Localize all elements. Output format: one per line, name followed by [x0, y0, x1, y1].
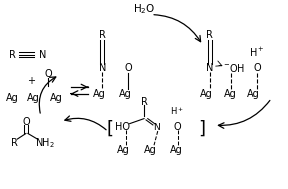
Text: N: N — [206, 64, 214, 74]
Text: Ag: Ag — [247, 89, 260, 99]
Text: Ag: Ag — [170, 145, 183, 155]
Text: $^{-}$OH: $^{-}$OH — [223, 62, 245, 74]
Text: Ag: Ag — [144, 145, 157, 155]
Text: O: O — [44, 69, 52, 79]
Text: H$^+$: H$^+$ — [249, 46, 265, 59]
Text: O: O — [124, 64, 132, 74]
Text: Ag: Ag — [93, 89, 106, 99]
Text: Ag: Ag — [50, 93, 63, 103]
Text: +: + — [27, 77, 35, 87]
Text: HO: HO — [115, 122, 130, 132]
Text: ]: ] — [198, 120, 205, 138]
Text: H$^+$: H$^+$ — [170, 105, 184, 117]
Text: N: N — [154, 123, 160, 132]
Text: R: R — [11, 138, 18, 148]
Text: O: O — [253, 64, 261, 74]
Text: N: N — [39, 50, 46, 60]
Text: R: R — [9, 50, 16, 60]
Text: R: R — [99, 30, 106, 40]
Text: Ag: Ag — [119, 89, 132, 99]
Text: O: O — [173, 122, 181, 132]
Text: [: [ — [107, 120, 114, 138]
Text: R: R — [206, 30, 213, 40]
Text: Ag: Ag — [117, 145, 130, 155]
Text: Ag: Ag — [200, 89, 213, 99]
Text: NH$_2$: NH$_2$ — [35, 136, 55, 150]
Text: H$_2$O: H$_2$O — [133, 2, 155, 16]
Text: N: N — [99, 64, 106, 74]
Text: Ag: Ag — [6, 93, 18, 103]
Text: O: O — [23, 117, 30, 127]
Text: Ag: Ag — [27, 93, 40, 103]
Text: R: R — [141, 97, 147, 107]
Text: Ag: Ag — [223, 89, 236, 99]
